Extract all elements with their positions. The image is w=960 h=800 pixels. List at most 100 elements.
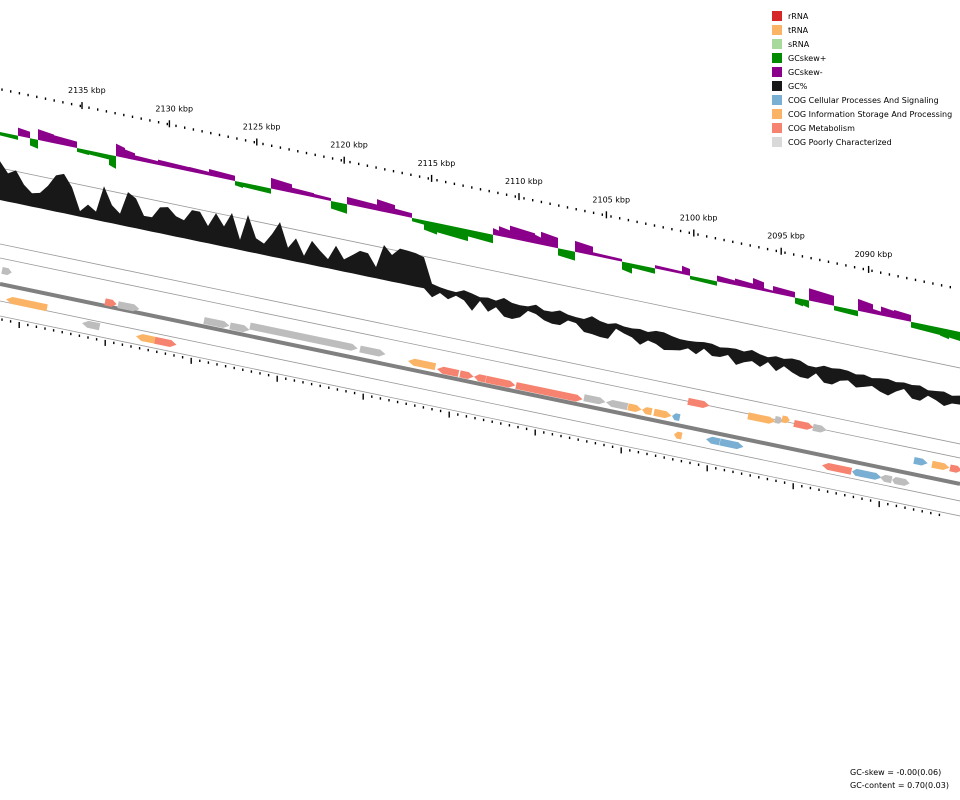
gc-skew-minus-segment — [271, 177, 292, 193]
gc-skew-minus-segment — [881, 306, 894, 319]
gene-arrow — [6, 297, 48, 312]
gc-skew-minus-segment — [347, 196, 377, 211]
gc-skew-minus-segment — [493, 228, 499, 236]
gene-arrow — [606, 400, 629, 411]
backbone — [0, 282, 960, 486]
gc-skew-plus-segment — [468, 229, 493, 244]
tick-label: 2110 kbp — [505, 177, 543, 186]
tick-label: 2125 kbp — [243, 122, 281, 131]
track-line — [0, 243, 960, 445]
gene-arrow — [913, 457, 928, 466]
gene-arrow — [408, 358, 437, 371]
gene-arrow — [627, 403, 642, 412]
gc-skew-minus-segment — [575, 240, 593, 256]
gc-skew-minus-segment — [314, 193, 331, 201]
gc-skew-minus-segment — [209, 169, 235, 181]
gene-arrow — [642, 407, 653, 416]
gene-arrow — [949, 464, 960, 473]
gc-skew-minus-segment — [54, 135, 77, 149]
gc-skew-track — [0, 127, 960, 341]
gc-skew-stat: GC-skew = -0.00(0.06) — [850, 768, 942, 777]
legend-label: rRNA — [788, 11, 809, 21]
gc-skew-minus-segment — [125, 149, 135, 161]
gc-skew-plus-segment — [911, 321, 940, 336]
gene-arrow — [897, 477, 910, 486]
track-line — [0, 300, 960, 502]
gene-arrow — [719, 438, 744, 450]
gc-skew-minus-segment — [395, 208, 412, 218]
track-line — [0, 167, 960, 369]
gc-skew-minus-segment — [38, 129, 54, 144]
gc-skew-minus-segment — [753, 277, 764, 292]
gc-skew-minus-segment — [593, 252, 622, 262]
gc-skew-plus-segment — [331, 200, 347, 214]
legend-swatch — [772, 11, 782, 21]
gene-arrow — [203, 317, 230, 328]
stats-panel: GC-skew = -0.00(0.06) GC-content = 0.70(… — [850, 766, 949, 792]
gc-skew-minus-segment — [764, 288, 773, 294]
gc-skew-plus-segment — [235, 180, 243, 189]
gc-content-stat: GC-content = 0.70(0.03) — [850, 781, 949, 790]
legend-label: GCskew+ — [788, 53, 827, 63]
gene-arrow — [859, 469, 882, 480]
scale-ticks: 2135 kbp 2130 kbp 2125 kbp 2120 kbp 2115 kbp… — [1, 86, 951, 517]
gene-arrow — [82, 320, 101, 331]
gene-arrow — [117, 301, 140, 312]
legend-item: rRNA — [772, 9, 952, 23]
gc-skew-minus-segment — [535, 234, 541, 245]
tick-label: 2105 kbp — [592, 195, 630, 204]
gene-arrow — [880, 474, 893, 484]
tick-label: 2095 kbp — [767, 232, 805, 241]
gc-skew-plus-segment — [690, 275, 717, 286]
gene-arrow — [687, 397, 710, 408]
gc-skew-minus-segment — [773, 285, 795, 298]
legend-swatch — [772, 53, 782, 63]
gene-arrow — [485, 375, 516, 388]
legend-item: COG Poorly Characterized — [772, 135, 952, 149]
gc-skew-plus-segment — [30, 138, 38, 149]
gene-arrow — [154, 336, 177, 347]
gene-arrow — [459, 370, 474, 379]
legend-label: COG Metabolism — [788, 123, 855, 133]
gc-skew-plus-segment — [412, 217, 424, 225]
legend-item: COG Information Storage And Processing — [772, 107, 952, 121]
legend-label: tRNA — [788, 25, 809, 35]
legend-swatch — [772, 67, 782, 77]
gc-skew-minus-segment — [894, 309, 911, 322]
gc-skew-plus-segment — [424, 220, 437, 235]
gc-skew-minus-segment — [717, 275, 735, 286]
track-line — [0, 315, 960, 517]
gc-skew-plus-segment — [89, 150, 109, 160]
gc-skew-plus-segment — [795, 297, 803, 307]
gc-skew-minus-segment — [809, 288, 834, 306]
gc-skew-plus-segment — [109, 154, 116, 169]
legend-item: GC% — [772, 79, 952, 93]
gc-skew-plus-segment — [437, 223, 468, 242]
legend-swatch — [772, 81, 782, 91]
gene-arrow — [474, 374, 487, 383]
legend-item: GCskew- — [772, 65, 952, 79]
tick-label: 2120 kbp — [330, 141, 368, 150]
gc-skew-minus-segment — [18, 127, 30, 139]
track-lines — [0, 167, 960, 517]
gc-skew-plus-segment — [940, 327, 949, 340]
gc-skew-minus-segment — [510, 225, 535, 244]
gc-skew-minus-segment — [682, 265, 690, 276]
gc-skew-plus-segment — [834, 305, 858, 317]
gene-arrow — [774, 416, 783, 424]
legend-swatch — [772, 109, 782, 119]
gc-skew-minus-segment — [858, 298, 873, 314]
gene-arrow — [781, 415, 790, 424]
gene-arrow — [822, 463, 853, 475]
gc-content-track — [0, 161, 960, 406]
gc-skew-minus-segment — [735, 278, 753, 289]
legend-label: GCskew- — [788, 67, 823, 77]
legend-label: GC% — [788, 81, 808, 91]
gc-skew-minus-segment — [189, 166, 209, 176]
gene-arrow — [793, 420, 814, 430]
tick-label: 2135 kbp — [68, 86, 106, 95]
gene-arrow — [672, 413, 681, 421]
gene-arrow — [812, 423, 827, 433]
legend-label: COG Cellular Processes And Signaling — [788, 95, 939, 105]
